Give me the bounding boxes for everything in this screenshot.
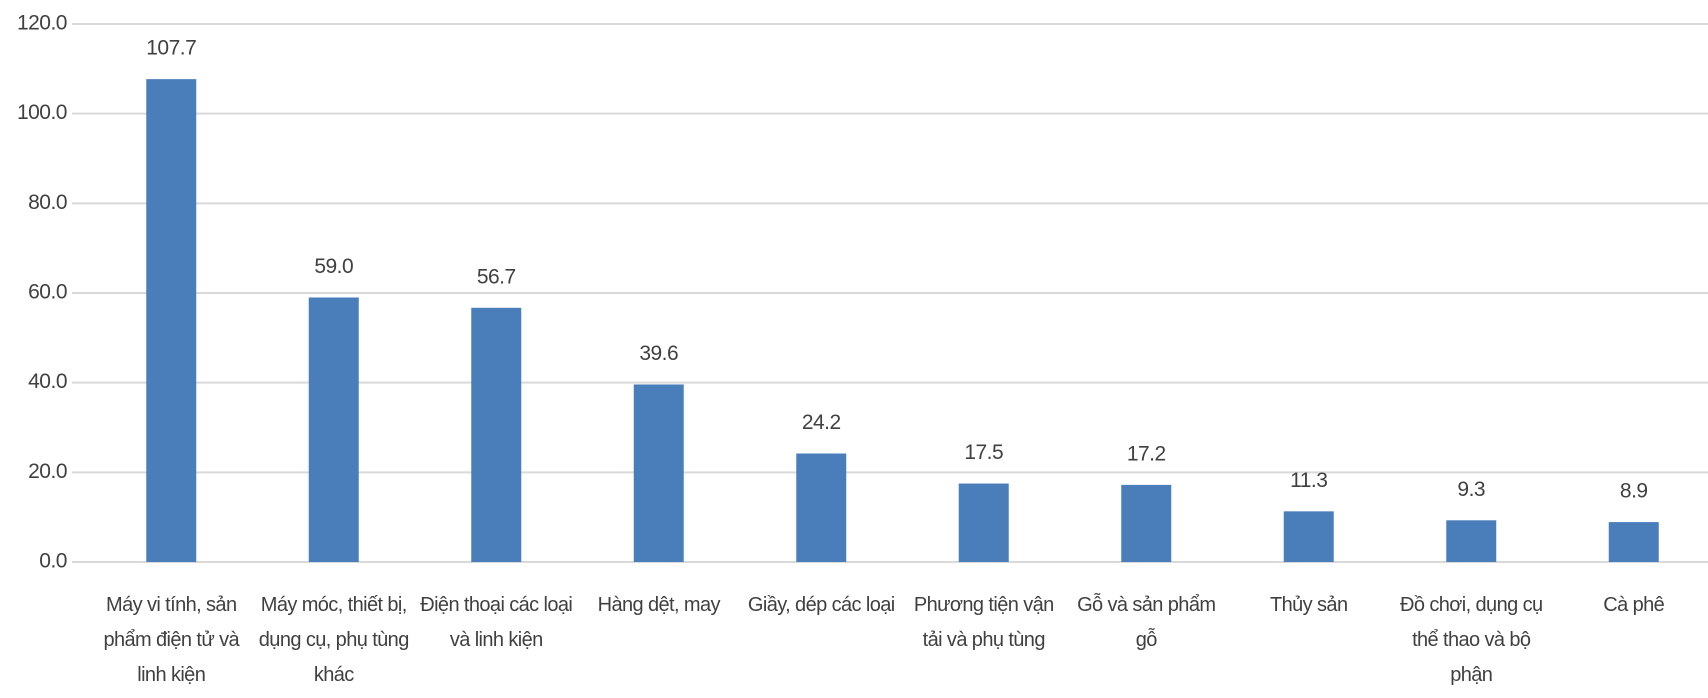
x-tick-label: Cà phê bbox=[1603, 594, 1665, 616]
x-tick-label: Máy vi tính, sản phẩm điện tử và linh ki… bbox=[103, 594, 240, 686]
x-tick-label: Máy móc, thiết bị, dụng cụ, phụ tùng khá… bbox=[258, 594, 410, 686]
bar bbox=[958, 483, 1009, 562]
data-label: 9.3 bbox=[1457, 478, 1485, 501]
bar bbox=[471, 307, 522, 562]
y-tick-label: 0.0 bbox=[39, 550, 67, 573]
y-tick-label: 80.0 bbox=[28, 191, 67, 214]
x-tick-label: Gỗ và sản phẩm gỗ bbox=[1077, 594, 1216, 651]
y-tick-label: 60.0 bbox=[28, 281, 67, 304]
y-tick-label: 120.0 bbox=[17, 12, 67, 35]
x-tick-label: Giầy, dép các loại bbox=[747, 594, 895, 616]
y-tick-label: 40.0 bbox=[28, 370, 67, 393]
x-tick-label: Phương tiện vận tải và phụ tùng bbox=[913, 594, 1054, 651]
bar bbox=[1283, 511, 1334, 562]
data-label: 39.6 bbox=[639, 342, 678, 365]
bar bbox=[1121, 484, 1172, 562]
bar bbox=[796, 453, 847, 562]
x-tick-label: Đồ chơi, dụng cụ thể thao và bộ phận bbox=[1400, 594, 1543, 686]
bar bbox=[1446, 520, 1497, 562]
y-tick-label: 100.0 bbox=[17, 101, 67, 124]
bar bbox=[146, 79, 197, 563]
bar bbox=[633, 384, 684, 562]
data-label: 11.3 bbox=[1290, 469, 1327, 492]
x-tick-label: Hàng dệt, may bbox=[597, 594, 721, 616]
bar bbox=[1608, 522, 1659, 562]
data-label: 8.9 bbox=[1620, 480, 1648, 503]
bar bbox=[308, 297, 359, 562]
y-tick-label: 20.0 bbox=[28, 460, 67, 483]
data-label: 59.0 bbox=[314, 255, 353, 278]
data-label: 107.7 bbox=[146, 37, 196, 60]
data-label: 24.2 bbox=[802, 411, 841, 434]
x-tick-label: Điện thoại các loại và linh kiện bbox=[420, 594, 573, 651]
data-label: 17.2 bbox=[1127, 442, 1166, 465]
x-tick-label: Thủy sản bbox=[1270, 594, 1348, 616]
data-label: 56.7 bbox=[477, 265, 516, 288]
data-label: 17.5 bbox=[964, 441, 1003, 464]
